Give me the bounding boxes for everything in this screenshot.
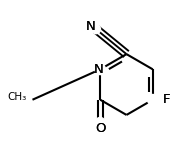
Text: N: N bbox=[93, 63, 103, 76]
Circle shape bbox=[92, 25, 101, 34]
Text: O: O bbox=[95, 122, 105, 135]
Text: N: N bbox=[86, 20, 96, 33]
Text: F: F bbox=[162, 93, 170, 106]
Text: N: N bbox=[93, 63, 103, 76]
Circle shape bbox=[148, 94, 158, 105]
Text: F: F bbox=[162, 93, 170, 106]
Text: N: N bbox=[86, 20, 96, 33]
Circle shape bbox=[96, 117, 105, 126]
Text: O: O bbox=[95, 122, 105, 135]
Circle shape bbox=[95, 64, 105, 75]
Text: CH₃: CH₃ bbox=[8, 92, 27, 102]
